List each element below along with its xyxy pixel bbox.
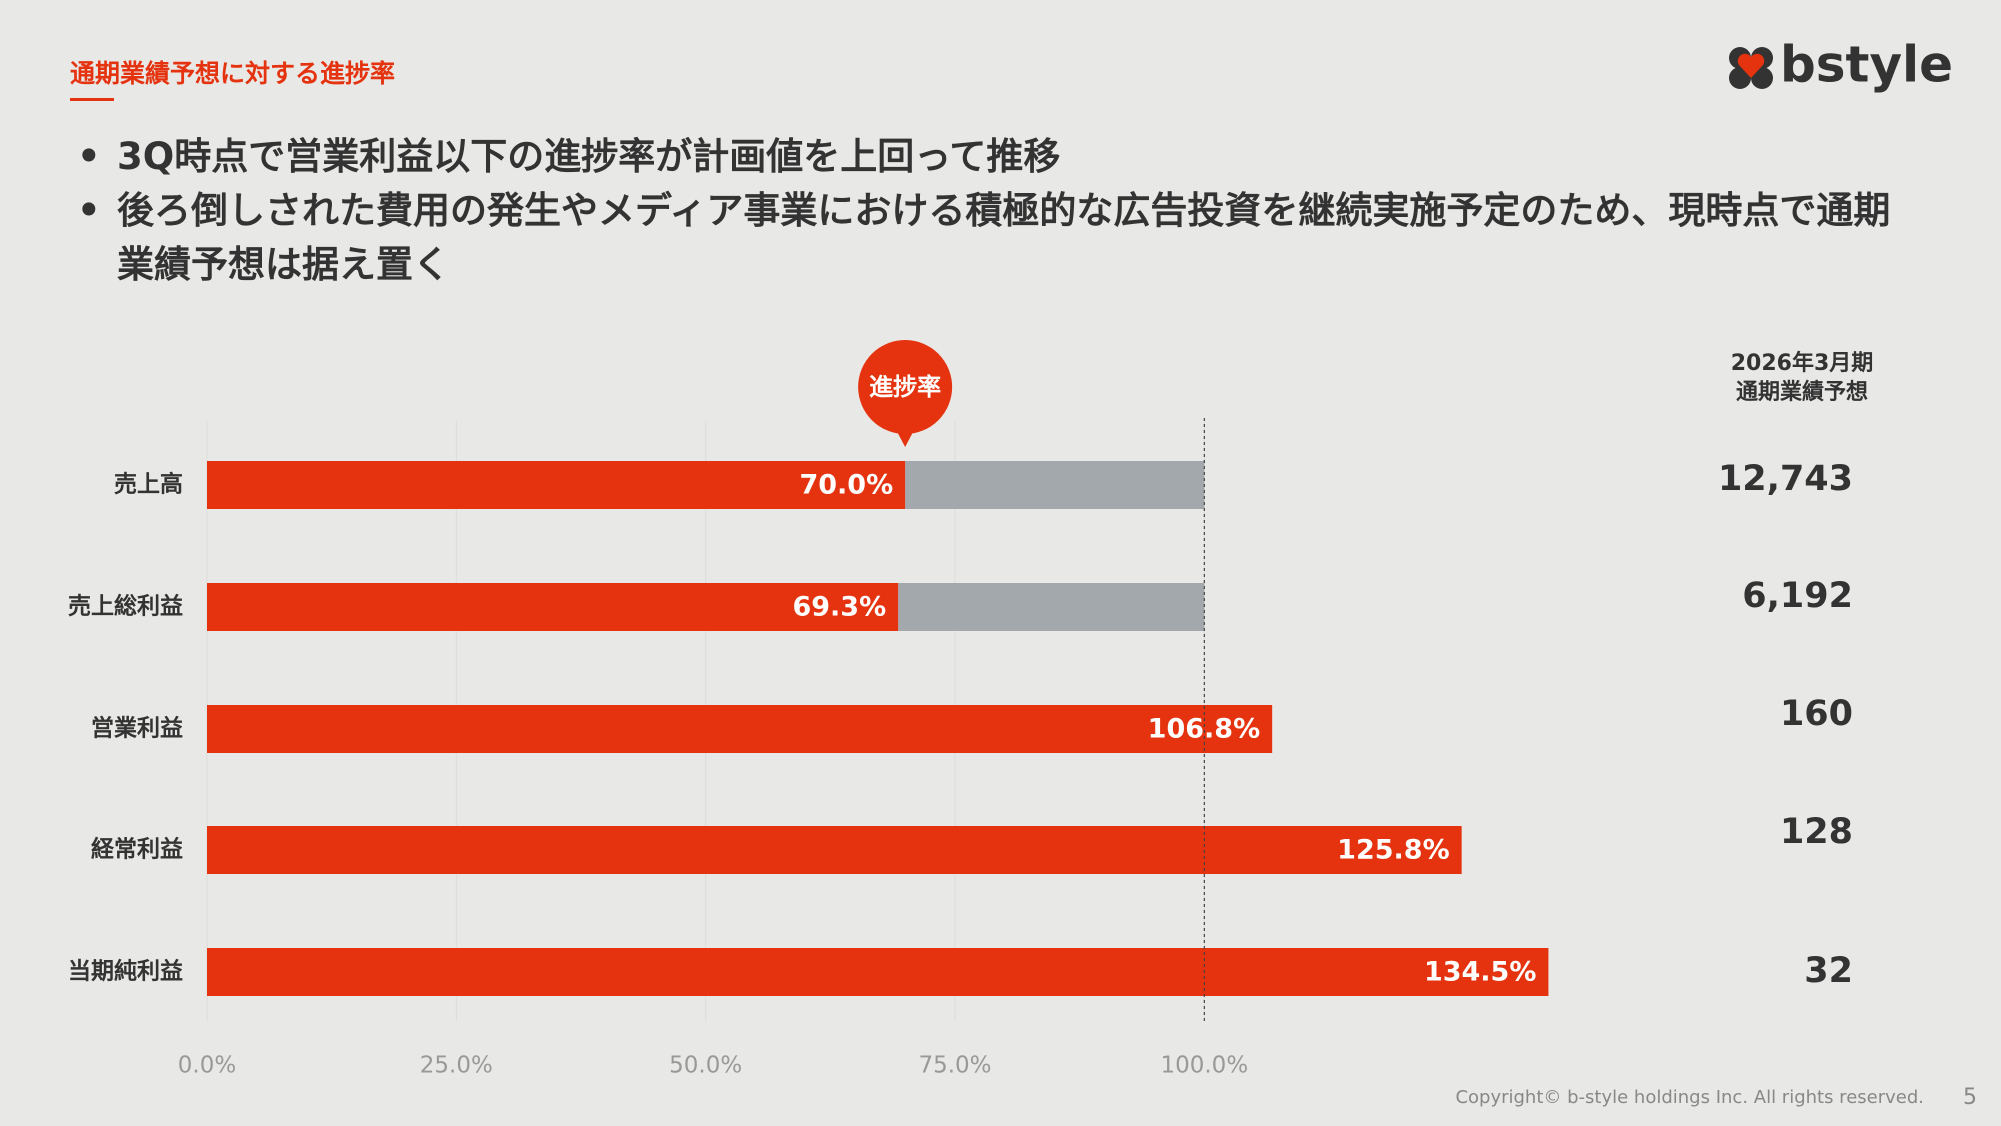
- annotation-bubble: [858, 340, 953, 434]
- logo-icon: [1729, 47, 1773, 89]
- x-tick-label: 25.0%: [420, 1053, 493, 1079]
- bar: [207, 461, 906, 509]
- slide-title: 通期業績予想に対する進捗率: [70, 59, 395, 88]
- annotation-text: 進捗率: [869, 373, 941, 401]
- value-label: 134.5%: [1424, 957, 1536, 988]
- x-tick-label: 50.0%: [669, 1053, 742, 1079]
- bar: [207, 826, 1462, 874]
- copyright: Copyright© b-style holdings Inc. All rig…: [1455, 1087, 1924, 1108]
- forecast-heading: 通期業績予想: [1736, 379, 1868, 405]
- bullet: 3Q時点で営業利益以下の進捗率が計画値を上回って推移: [77, 130, 1917, 184]
- x-tick-label: 100.0%: [1160, 1053, 1248, 1079]
- category-label: 経常利益: [91, 836, 183, 863]
- value-label: 69.3%: [792, 592, 886, 623]
- bullet-list: 3Q時点で営業利益以下の進捗率が計画値を上回って推移 後ろ倒しされた費用の発生や…: [77, 130, 1920, 292]
- x-tick-label: 0.0%: [178, 1053, 236, 1079]
- forecast-value: 128: [1780, 812, 1853, 852]
- forecast-value: 6,192: [1742, 576, 1853, 616]
- bullet: 後ろ倒しされた費用の発生やメディア事業における積極的な広告投資を継続実施予定のた…: [77, 184, 1917, 292]
- category-label: 売上総利益: [68, 593, 183, 620]
- category-label: 営業利益: [91, 715, 183, 742]
- value-label: 70.0%: [799, 470, 893, 501]
- remainder-bar: [905, 461, 1205, 509]
- category-label: 売上高: [114, 471, 183, 498]
- bar: [207, 705, 1273, 753]
- remainder-bar: [898, 583, 1205, 631]
- forecast-value: 32: [1804, 951, 1853, 991]
- forecast-value: 160: [1780, 694, 1853, 734]
- page-number: 5: [1963, 1085, 1977, 1110]
- bar: [207, 583, 899, 631]
- logo-text: bstyle: [1780, 36, 1953, 94]
- title-underline: [70, 98, 114, 101]
- forecast-value: 12,743: [1718, 459, 1853, 499]
- x-tick-label: 75.0%: [918, 1053, 991, 1079]
- value-label: 125.8%: [1337, 835, 1449, 866]
- forecast-heading: 2026年3月期: [1731, 350, 1874, 376]
- bar: [207, 948, 1549, 996]
- category-label: 当期純利益: [68, 958, 183, 985]
